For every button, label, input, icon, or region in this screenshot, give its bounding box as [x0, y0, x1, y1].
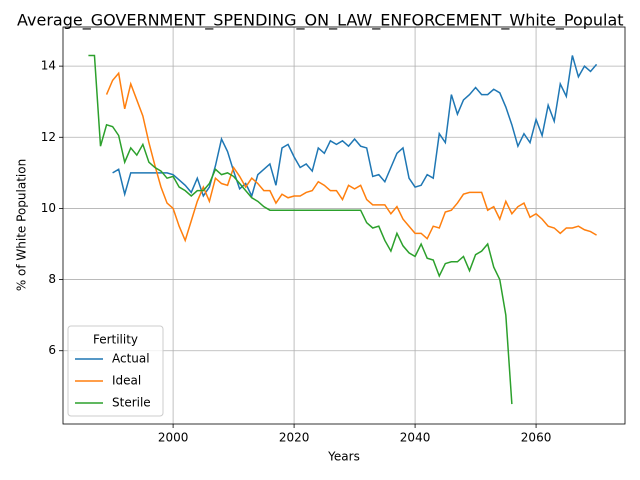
legend-box: [67, 325, 164, 417]
y-tick-label: 8: [48, 272, 56, 286]
legend-label: Ideal: [112, 374, 141, 388]
line-series: [88, 54, 513, 405]
x-tick-label: 2000: [158, 431, 189, 445]
x-tick-label: 2020: [279, 431, 310, 445]
x-tick-label: 2040: [400, 431, 431, 445]
legend-label: Sterile: [112, 396, 151, 410]
y-axis-label: % of White Population: [15, 159, 29, 291]
x-tick-label: 2060: [521, 431, 552, 445]
legend-label: Actual: [112, 352, 150, 366]
x-axis-label: Years: [327, 450, 360, 464]
y-tick-label: 10: [41, 201, 56, 215]
plot-frame: [62, 26, 626, 425]
legend-title: Fertility: [93, 333, 138, 347]
chart-title: Average_GOVERNMENT_SPENDING_ON_LAW_ENFOR…: [17, 11, 624, 31]
y-tick-label: 12: [41, 130, 56, 144]
line-series: [112, 55, 598, 199]
y-tick-label: 14: [41, 59, 56, 73]
y-tick-label: 6: [48, 343, 56, 357]
line-series: [105, 71, 597, 243]
legend: Fertility Actual Ideal Sterile: [67, 325, 164, 417]
